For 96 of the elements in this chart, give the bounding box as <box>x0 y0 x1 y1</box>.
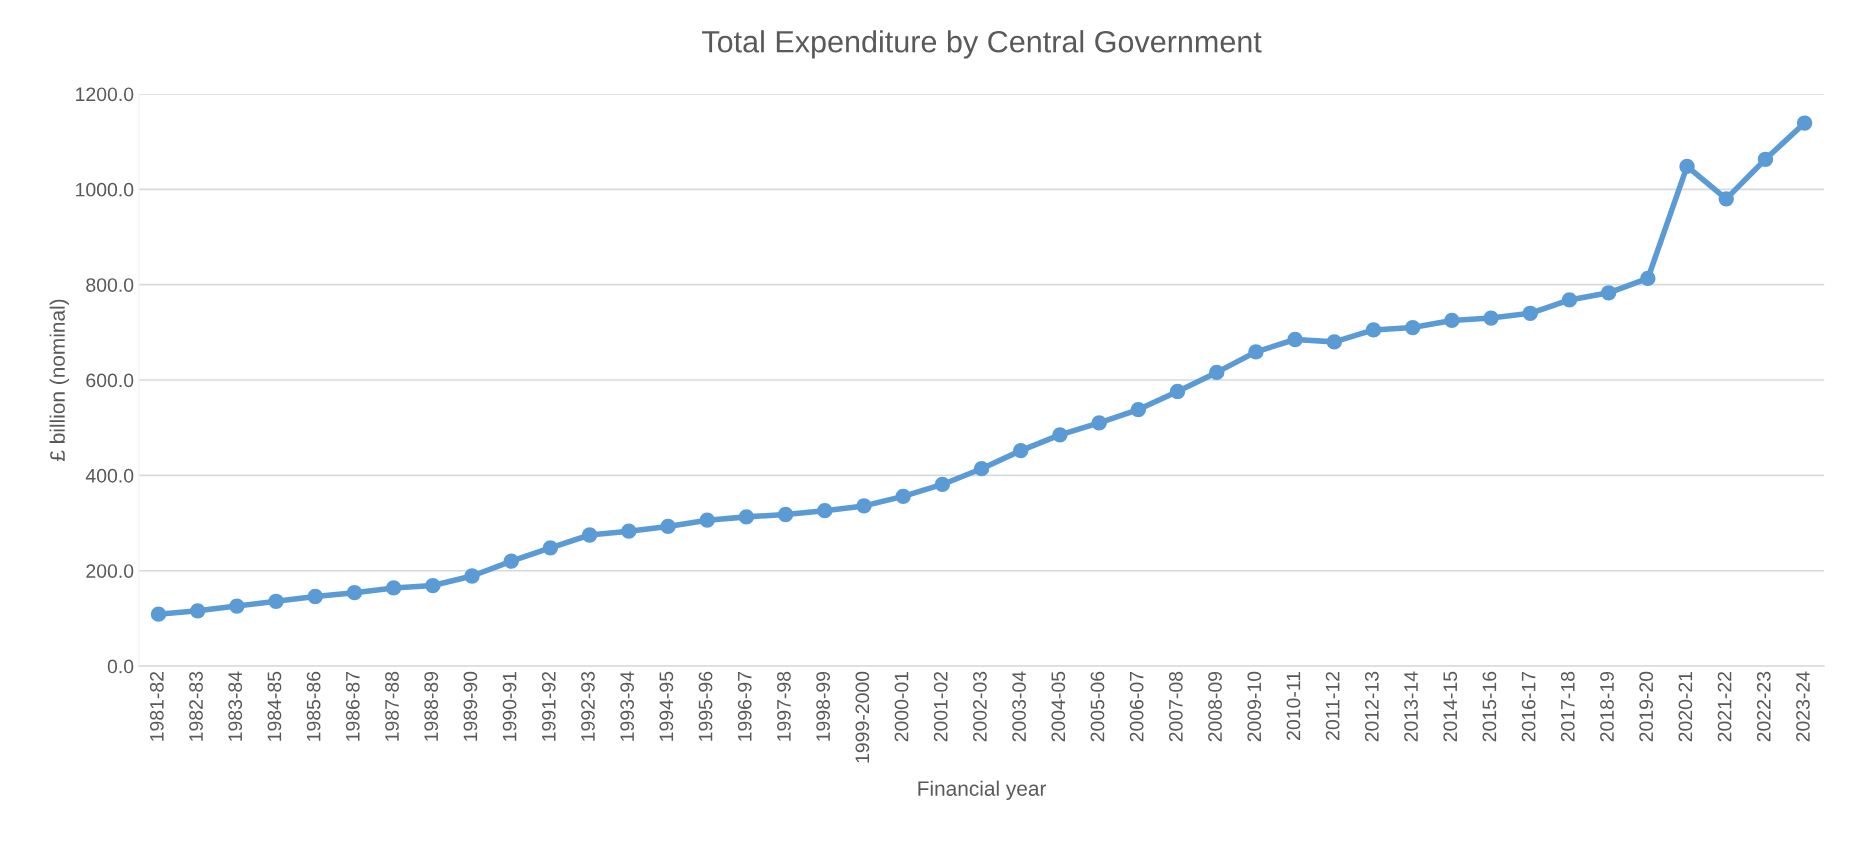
y-tick-label: 600.0 <box>86 373 134 388</box>
point <box>150 606 167 622</box>
point <box>1248 344 1264 360</box>
x-tick-label: 2009-10 <box>1247 671 1262 742</box>
point <box>1444 312 1460 329</box>
x-tick-label: 2010-11 <box>1286 671 1301 740</box>
x-tick-label: 1984-85 <box>267 671 282 741</box>
point <box>425 577 441 594</box>
point <box>1796 115 1813 131</box>
point <box>190 603 206 619</box>
y-tick-label: 200.0 <box>86 564 134 578</box>
point <box>934 476 951 493</box>
x-tick-label: 2008-09 <box>1208 671 1222 742</box>
x-tick-label: 1988-89 <box>424 671 439 741</box>
x-tick-label: 2019-20 <box>1639 671 1654 742</box>
point <box>229 598 245 614</box>
point <box>973 461 990 477</box>
x-tick-label: 2013-14 <box>1404 671 1418 742</box>
point <box>1052 427 1068 443</box>
x-tick-label: 2005-06 <box>1090 671 1105 742</box>
point <box>1561 292 1578 308</box>
y-tick-label: 400.0 <box>85 468 134 483</box>
x-tick-label: 1985-86 <box>306 671 321 741</box>
point <box>581 527 598 543</box>
chart-title: Total Expenditure by Central Government <box>702 30 1262 59</box>
point <box>1169 383 1186 400</box>
x-tick-label: 1992-93 <box>581 671 595 741</box>
x-tick-label: 1982-83 <box>189 671 203 741</box>
point <box>1365 322 1382 338</box>
x-tick-label: 2018-19 <box>1600 671 1614 742</box>
x-tick-label: 2002-03 <box>973 671 987 742</box>
x-tick-label: 2021-22 <box>1717 671 1732 742</box>
point <box>1522 305 1538 321</box>
point <box>1013 442 1029 459</box>
point <box>1326 334 1342 350</box>
x-tick-label: 2020-21 <box>1678 671 1693 742</box>
point <box>1483 310 1499 326</box>
x-tick-label: 1994-95 <box>659 671 674 741</box>
point <box>1601 285 1617 301</box>
point <box>268 593 284 609</box>
x-tick-label: 1996-97 <box>737 671 752 741</box>
x-tick-label: 2016-17 <box>1521 671 1536 742</box>
x-tick-label: 1997-98 <box>777 671 791 741</box>
x-tick-label: 1993-94 <box>620 671 635 741</box>
point <box>699 512 715 528</box>
y-tick-label: 0.0 <box>107 659 134 674</box>
point <box>621 523 637 539</box>
x-tick-label: 1995-96 <box>698 671 713 741</box>
point <box>660 518 676 535</box>
point <box>307 588 323 605</box>
point <box>346 585 363 601</box>
point <box>1640 270 1656 287</box>
point <box>503 553 519 569</box>
x-tick-label: 2017-18 <box>1560 671 1575 742</box>
x-axis-title: Financial year <box>918 780 1047 801</box>
x-tick-label: 1987-88 <box>385 671 399 741</box>
point <box>1405 319 1421 336</box>
point <box>856 498 872 514</box>
point <box>1209 364 1225 381</box>
y-axis-title: £ billion (nominal) <box>49 299 70 462</box>
x-tick-label: 2014-15 <box>1443 671 1458 742</box>
x-tick-label: 1999-2000 <box>855 671 870 763</box>
point <box>817 503 833 519</box>
point <box>464 568 480 584</box>
x-tick-label: 2006-07 <box>1129 671 1144 742</box>
x-tick-label: 1998-99 <box>816 671 831 741</box>
x-tick-label: 2004-05 <box>1051 671 1066 742</box>
x-tick-label: 2001-02 <box>933 671 948 742</box>
point <box>1130 401 1146 418</box>
x-tick-label: 2003-04 <box>1012 671 1026 742</box>
x-tick-label: 1990-91 <box>502 671 517 741</box>
point <box>1757 151 1774 167</box>
x-tick-label: 2015-16 <box>1482 671 1497 742</box>
point <box>1718 191 1734 207</box>
y-tick-label: 800.0 <box>86 278 134 292</box>
x-tick-label: 1986-87 <box>345 671 360 741</box>
point <box>386 580 402 596</box>
x-tick-label: 1983-84 <box>228 671 243 741</box>
x-tick-label: 2023-24 <box>1796 671 1810 742</box>
x-tick-label: 1991-92 <box>541 671 556 741</box>
x-tick-label: 2022-23 <box>1756 671 1771 742</box>
point <box>738 509 755 525</box>
x-tick-label: 2007-08 <box>1168 671 1183 742</box>
y-tick-label: 1000.0 <box>76 182 134 197</box>
point <box>1679 158 1695 175</box>
x-tick-label: 2000-01 <box>894 671 909 742</box>
point <box>895 488 911 505</box>
x-tick-label: 1989-90 <box>463 671 478 741</box>
point <box>1287 331 1303 348</box>
point <box>542 540 559 556</box>
point <box>777 506 794 523</box>
point <box>1091 415 1107 431</box>
x-tick-label: 1981-82 <box>149 671 164 741</box>
y-tick-label: 1200.0 <box>76 87 134 102</box>
x-tick-label: 2012-13 <box>1364 671 1379 742</box>
x-tick-label: 2011-12 <box>1325 671 1340 740</box>
